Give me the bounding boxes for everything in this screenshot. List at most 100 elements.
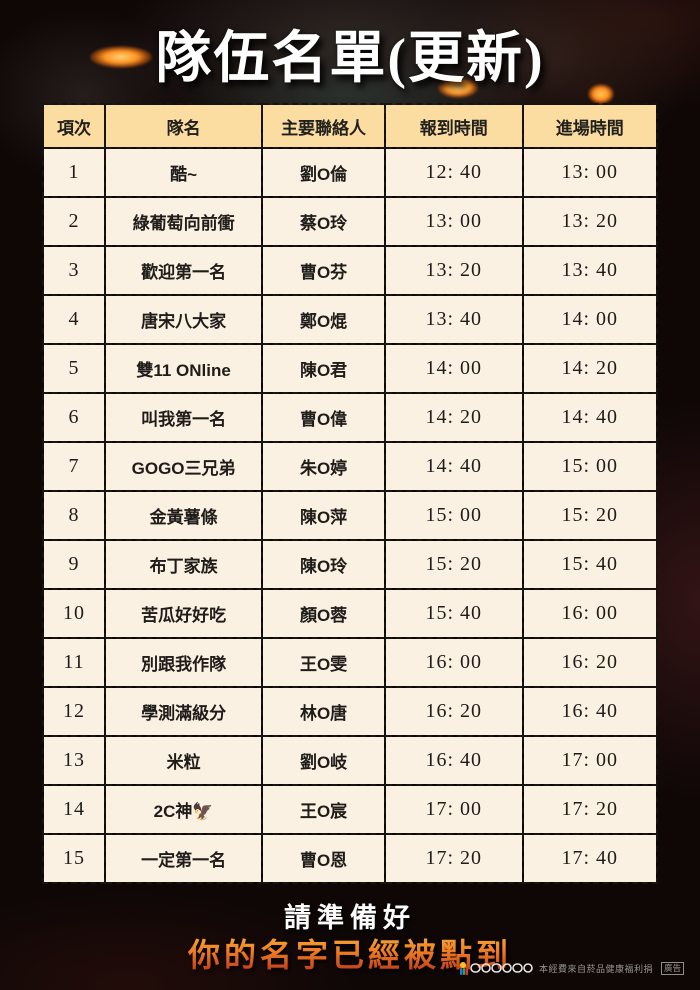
cell-team-name: 歡迎第一名 — [103, 245, 264, 296]
sponsor-bar: 本經費來自菸品健康福利捐 廣告 — [458, 958, 684, 978]
header-entry-time: 進場時間 — [521, 103, 658, 149]
table-row: 11 別跟我作隊 王O雯 16: 00 16: 20 — [42, 637, 658, 688]
cell-checkin-time: 17: 20 — [383, 833, 524, 884]
table-row: 13 米粒 劉O岐 16: 40 17: 00 — [42, 735, 658, 786]
cell-contact: 陳O萍 — [261, 490, 386, 541]
cell-checkin-time: 17: 00 — [383, 784, 524, 835]
cell-team-name: 叫我第一名 — [103, 392, 264, 443]
cell-entry-time: 16: 20 — [521, 637, 658, 688]
cell-index: 15 — [42, 833, 106, 884]
footer-message-line1: 請準備好 — [284, 903, 416, 933]
cell-contact: 曹O芬 — [261, 245, 386, 296]
cell-index: 8 — [42, 490, 106, 541]
cell-entry-time: 15: 00 — [521, 441, 658, 492]
cell-entry-time: 17: 40 — [521, 833, 658, 884]
cell-team-name: 金黃薯條 — [103, 490, 264, 541]
team-table-body: 1 酷~ 劉O倫 12: 40 13: 00 2 綠葡萄向前衝 蔡O玲 13: … — [42, 147, 658, 884]
cell-team-name: 一定第一名 — [103, 833, 264, 884]
cell-team-name: 酷~ — [103, 147, 264, 198]
sponsor-logo-icon — [458, 960, 534, 976]
cell-entry-time: 15: 40 — [521, 539, 658, 590]
cell-entry-time: 14: 00 — [521, 294, 658, 345]
cell-contact: 王O宸 — [261, 784, 386, 835]
table-row: 7 GOGO三兄弟 朱O婷 14: 40 15: 00 — [42, 441, 658, 492]
cell-checkin-time: 15: 40 — [383, 588, 524, 639]
table-row: 14 2C神🦅 王O宸 17: 00 17: 20 — [42, 784, 658, 835]
cell-contact: 曹O偉 — [261, 392, 386, 443]
cell-entry-time: 13: 00 — [521, 147, 658, 198]
cell-team-name: GOGO三兄弟 — [103, 441, 264, 492]
cell-index: 11 — [42, 637, 106, 688]
cell-contact: 陳O玲 — [261, 539, 386, 590]
cell-contact: 顏O蓉 — [261, 588, 386, 639]
cell-contact: 劉O倫 — [261, 147, 386, 198]
team-table-container: 項次 隊名 主要聯絡人 報到時間 進場時間 1 酷~ 劉O倫 12: 40 13… — [42, 103, 658, 884]
cell-entry-time: 17: 00 — [521, 735, 658, 786]
cell-team-name: 布丁家族 — [103, 539, 264, 590]
table-header-row: 項次 隊名 主要聯絡人 報到時間 進場時間 — [42, 103, 658, 149]
cell-index: 14 — [42, 784, 106, 835]
cell-entry-time: 16: 00 — [521, 588, 658, 639]
cell-checkin-time: 16: 40 — [383, 735, 524, 786]
cell-checkin-time: 13: 40 — [383, 294, 524, 345]
cell-checkin-time: 14: 40 — [383, 441, 524, 492]
cell-checkin-time: 14: 20 — [383, 392, 524, 443]
cell-index: 4 — [42, 294, 106, 345]
table-row: 12 學測滿級分 林O唐 16: 20 16: 40 — [42, 686, 658, 737]
cell-checkin-time: 15: 20 — [383, 539, 524, 590]
cell-entry-time: 17: 20 — [521, 784, 658, 835]
funding-disclaimer: 本經費來自菸品健康福利捐 — [538, 963, 653, 974]
cell-entry-time: 16: 40 — [521, 686, 658, 737]
cell-team-name: 學測滿級分 — [103, 686, 264, 737]
table-row: 2 綠葡萄向前衝 蔡O玲 13: 00 13: 20 — [42, 196, 658, 247]
table-row: 10 苦瓜好好吃 顏O蓉 15: 40 16: 00 — [42, 588, 658, 639]
cell-entry-time: 14: 20 — [521, 343, 658, 394]
cell-team-name: 雙11 ONline — [103, 343, 264, 394]
cell-team-name: 苦瓜好好吃 — [103, 588, 264, 639]
footer-message-line2: 你的名字已經被點到 — [0, 930, 700, 976]
table-row: 8 金黃薯條 陳O萍 15: 00 15: 20 — [42, 490, 658, 541]
page-title: 隊伍名單(更新) — [155, 27, 545, 90]
table-row: 4 唐宋八大家 鄭O焜 13: 40 14: 00 — [42, 294, 658, 345]
table-row: 1 酷~ 劉O倫 12: 40 13: 00 — [42, 147, 658, 198]
cell-team-name: 唐宋八大家 — [103, 294, 264, 345]
table-row: 9 布丁家族 陳O玲 15: 20 15: 40 — [42, 539, 658, 590]
cell-index: 5 — [42, 343, 106, 394]
cell-contact: 蔡O玲 — [261, 196, 386, 247]
cell-contact: 王O雯 — [261, 637, 386, 688]
cell-index: 2 — [42, 196, 106, 247]
cell-index: 7 — [42, 441, 106, 492]
cell-team-name: 米粒 — [103, 735, 264, 786]
cell-contact: 朱O婷 — [261, 441, 386, 492]
cell-contact: 林O唐 — [261, 686, 386, 737]
cell-index: 1 — [42, 147, 106, 198]
ad-label-badge: 廣告 — [660, 961, 684, 975]
cell-contact: 鄭O焜 — [261, 294, 386, 345]
table-row: 3 歡迎第一名 曹O芬 13: 20 13: 40 — [42, 245, 658, 296]
cell-team-name: 別跟我作隊 — [103, 637, 264, 688]
cell-index: 3 — [42, 245, 106, 296]
table-row: 15 一定第一名 曹O恩 17: 20 17: 40 — [42, 833, 658, 884]
cell-checkin-time: 16: 00 — [383, 637, 524, 688]
table-row: 5 雙11 ONline 陳O君 14: 00 14: 20 — [42, 343, 658, 394]
header-index: 項次 — [42, 103, 106, 149]
cell-checkin-time: 16: 20 — [383, 686, 524, 737]
cell-checkin-time: 12: 40 — [383, 147, 524, 198]
header-contact: 主要聯絡人 — [261, 103, 386, 149]
cell-team-name: 2C神🦅 — [103, 784, 264, 835]
cell-checkin-time: 14: 00 — [383, 343, 524, 394]
cell-entry-time: 13: 20 — [521, 196, 658, 247]
table-row: 6 叫我第一名 曹O偉 14: 20 14: 40 — [42, 392, 658, 443]
cell-team-name: 綠葡萄向前衝 — [103, 196, 264, 247]
cell-contact: 劉O岐 — [261, 735, 386, 786]
cell-checkin-time: 13: 20 — [383, 245, 524, 296]
cell-contact: 陳O君 — [261, 343, 386, 394]
cell-index: 6 — [42, 392, 106, 443]
cell-entry-time: 13: 40 — [521, 245, 658, 296]
cell-checkin-time: 13: 00 — [383, 196, 524, 247]
cell-checkin-time: 15: 00 — [383, 490, 524, 541]
cell-index: 12 — [42, 686, 106, 737]
cell-index: 10 — [42, 588, 106, 639]
header-checkin-time: 報到時間 — [383, 103, 524, 149]
